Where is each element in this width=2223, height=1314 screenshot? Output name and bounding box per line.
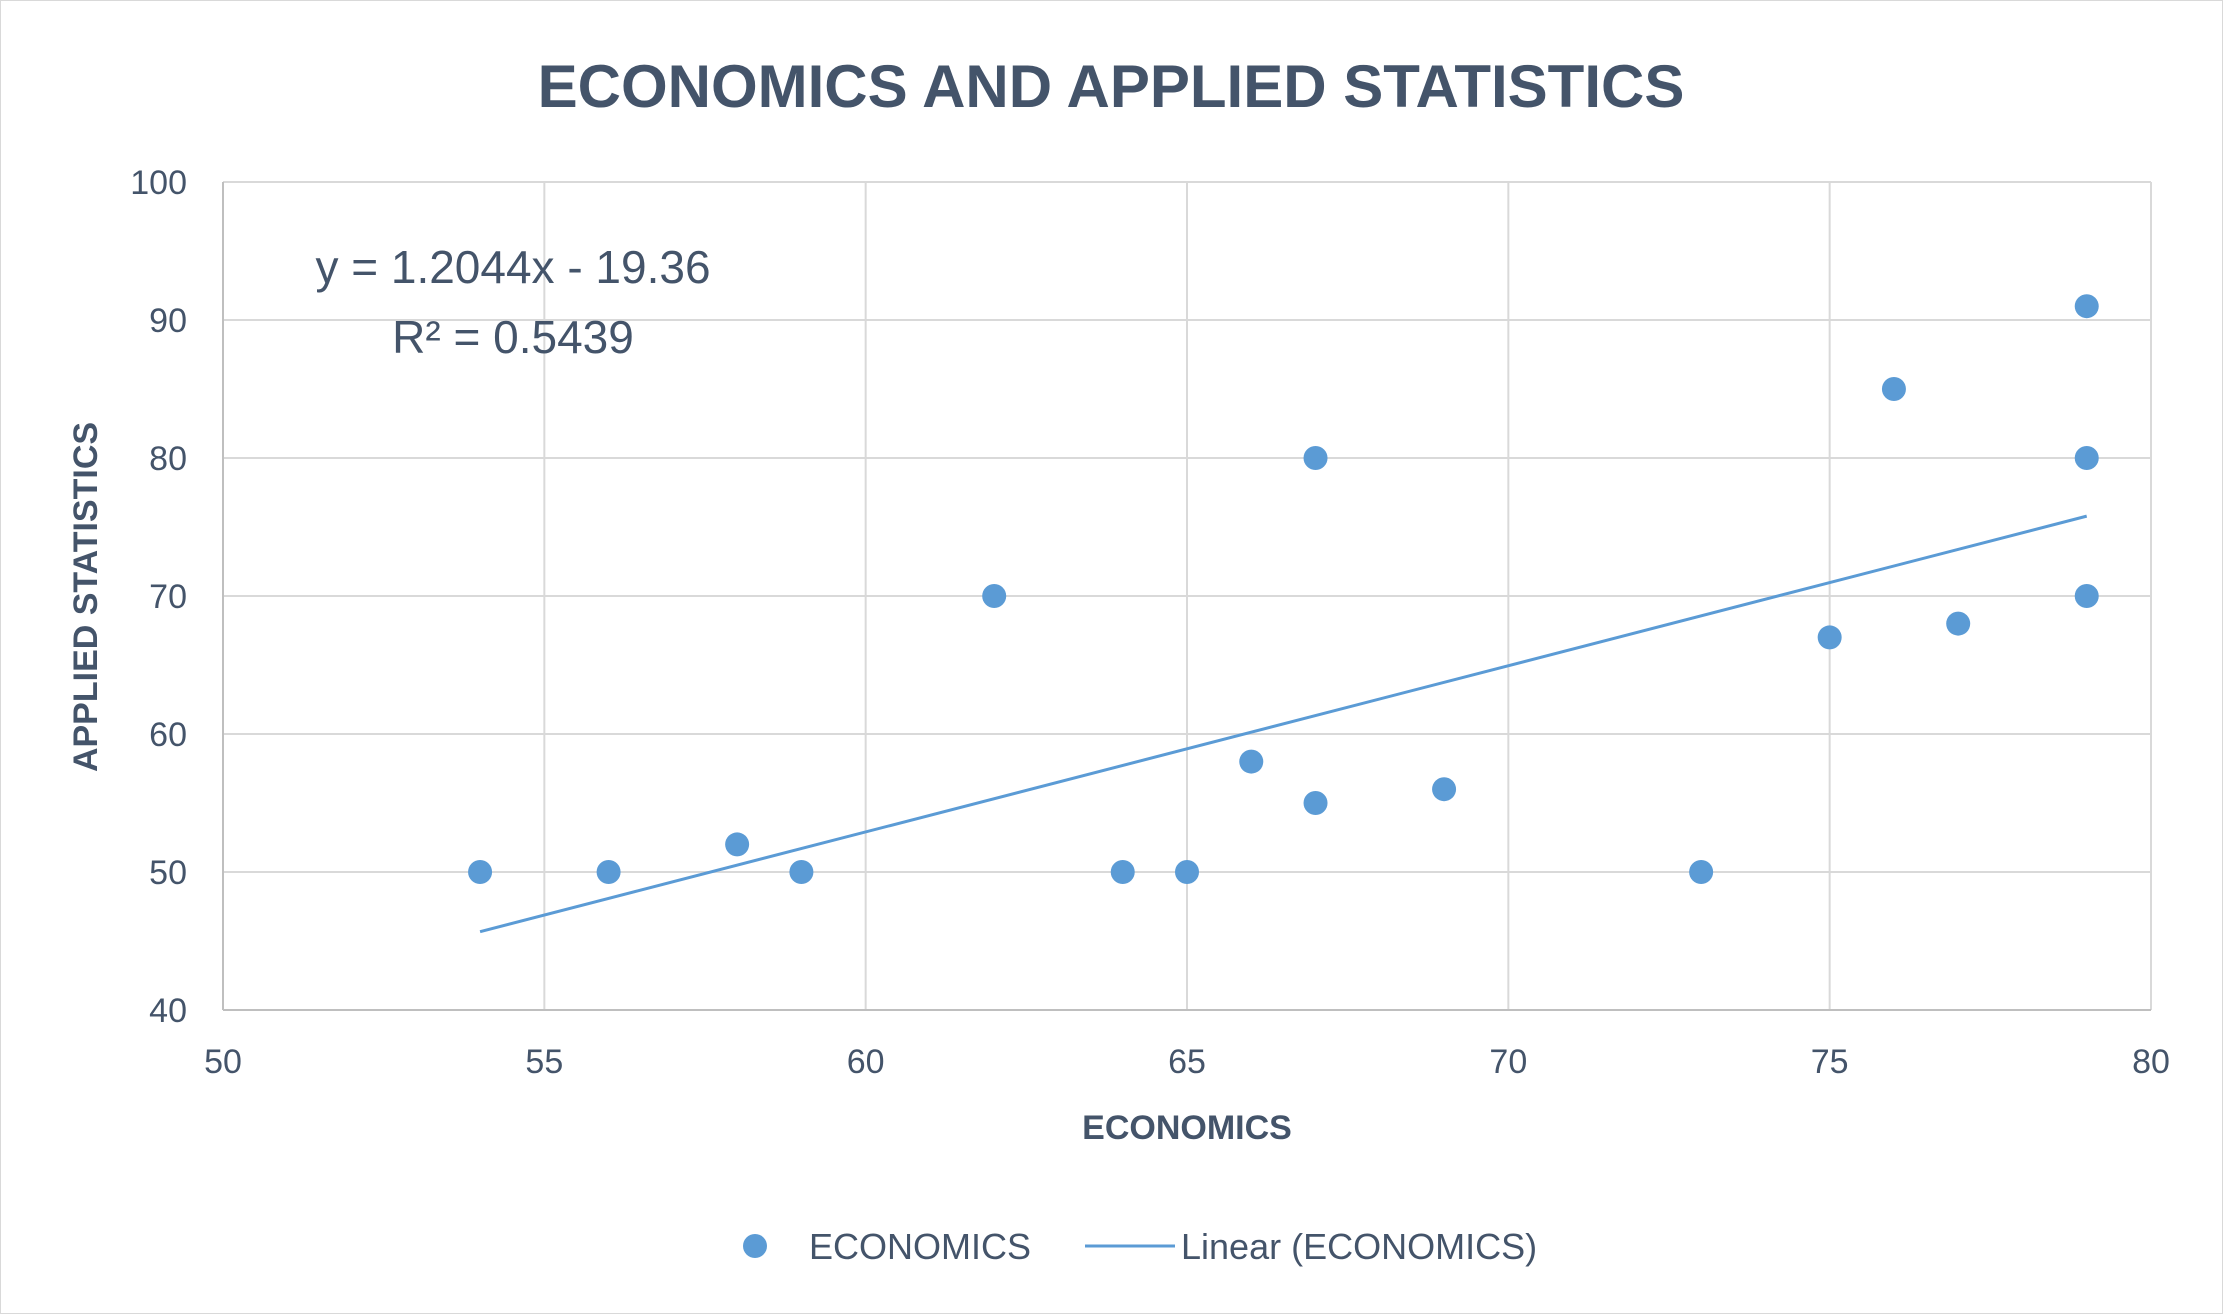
x-tick-label: 75 <box>1811 1043 1849 1081</box>
x-axis-title: ECONOMICS <box>1082 1109 1292 1147</box>
x-tick-label: 80 <box>2132 1043 2170 1081</box>
data-point <box>596 860 621 884</box>
data-point <box>1817 625 1842 650</box>
data-point <box>1432 777 1457 802</box>
data-point <box>982 584 1007 608</box>
legend-marker-icon <box>743 1234 767 1258</box>
x-tick-label: 50 <box>204 1043 242 1081</box>
x-tick-label: 55 <box>525 1043 563 1081</box>
data-point <box>2074 446 2099 470</box>
data-point <box>1175 860 1199 884</box>
y-tick-label: 50 <box>149 854 187 892</box>
legend: ECONOMICS Linear (ECONOMICS) <box>743 1226 1537 1267</box>
axes <box>222 182 2151 1011</box>
trendline-r-squared: R² = 0.5439 <box>392 311 634 363</box>
trendline-layer <box>479 514 2088 934</box>
y-tick-label: 70 <box>149 578 187 616</box>
y-tick-label: 90 <box>149 302 187 340</box>
legend-label-trendline: Linear (ECONOMICS) <box>1181 1226 1537 1267</box>
data-point <box>1881 377 1906 401</box>
trendline-equation: y = 1.2044x - 19.36 <box>315 241 710 293</box>
data-point <box>2074 294 2099 319</box>
x-tick-label: 60 <box>847 1043 885 1081</box>
grid-lines <box>223 181 2152 1010</box>
y-tick-label: 40 <box>149 992 187 1030</box>
data-point <box>468 860 493 884</box>
data-point <box>1946 611 1971 636</box>
data-points <box>468 294 2099 884</box>
data-point <box>1239 749 1264 774</box>
data-point <box>1689 860 1714 884</box>
trendline <box>479 514 2088 934</box>
data-point <box>1303 791 1328 815</box>
y-axis-title: APPLIED STATISTICS <box>67 422 105 772</box>
y-tick-label: 80 <box>149 440 187 478</box>
legend-label-series: ECONOMICS <box>809 1226 1031 1267</box>
y-tick-label: 60 <box>149 716 187 754</box>
y-tick-label: 100 <box>130 164 187 202</box>
data-point <box>789 860 814 884</box>
tick-labels: 40 50 60 70 80 90 100 50 55 60 65 70 75 80 <box>130 164 2170 1081</box>
data-point <box>2074 584 2099 608</box>
data-point <box>1303 446 1328 470</box>
x-tick-label: 65 <box>1168 1043 1206 1081</box>
chart-title: ECONOMICS AND APPLIED STATISTICS <box>538 53 1685 120</box>
x-tick-label: 70 <box>1489 1043 1527 1081</box>
data-point <box>725 832 750 857</box>
data-point <box>1110 860 1135 884</box>
